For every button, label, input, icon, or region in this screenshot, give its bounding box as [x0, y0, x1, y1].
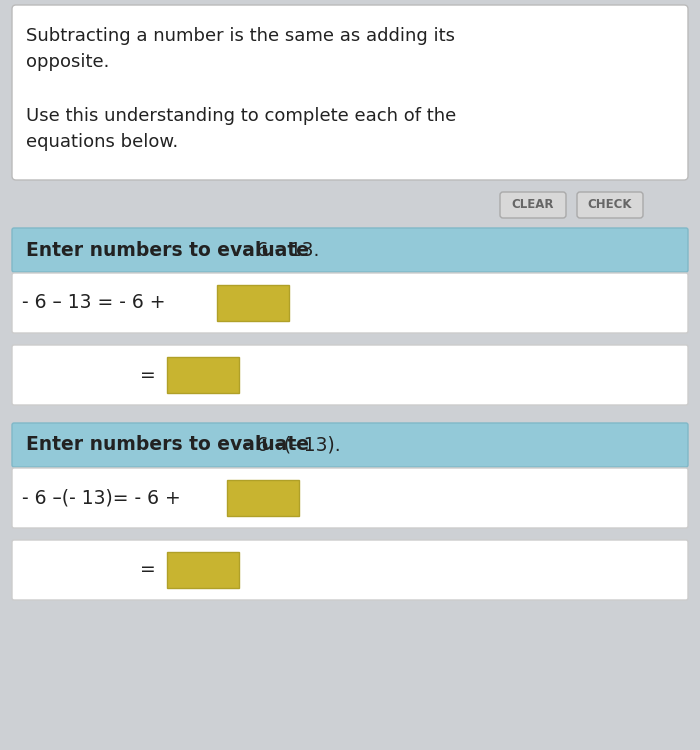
Bar	[167, 357, 239, 393]
Text: =: =	[140, 365, 156, 385]
Text: CHECK: CHECK	[588, 199, 632, 211]
Text: - 6 – 13 = - 6 +: - 6 – 13 = - 6 +	[22, 293, 171, 313]
Bar	[217, 285, 289, 321]
Text: Subtracting a number is the same as adding its: Subtracting a number is the same as addi…	[26, 27, 455, 45]
FancyBboxPatch shape	[12, 540, 688, 600]
Text: CLEAR: CLEAR	[512, 199, 554, 211]
FancyBboxPatch shape	[12, 5, 688, 180]
Text: =: =	[140, 560, 156, 580]
Text: equations below.: equations below.	[26, 133, 178, 151]
Text: - 6 –(- 13)= - 6 +: - 6 –(- 13)= - 6 +	[22, 488, 187, 508]
FancyBboxPatch shape	[12, 423, 688, 467]
FancyBboxPatch shape	[12, 468, 688, 528]
FancyBboxPatch shape	[12, 273, 688, 333]
Text: opposite.: opposite.	[26, 53, 109, 71]
Bar	[227, 480, 299, 516]
Text: Enter numbers to evaluate: Enter numbers to evaluate	[26, 436, 309, 454]
Bar	[167, 552, 239, 588]
FancyBboxPatch shape	[12, 228, 688, 272]
FancyBboxPatch shape	[577, 192, 643, 218]
FancyBboxPatch shape	[12, 345, 688, 405]
FancyBboxPatch shape	[500, 192, 566, 218]
Text: - 6 –(- 13).: - 6 –(- 13).	[238, 436, 341, 454]
Text: Use this understanding to complete each of the: Use this understanding to complete each …	[26, 107, 456, 125]
Text: Enter numbers to evaluate: Enter numbers to evaluate	[26, 241, 309, 260]
Text: - 6 – 13.: - 6 – 13.	[238, 241, 319, 260]
